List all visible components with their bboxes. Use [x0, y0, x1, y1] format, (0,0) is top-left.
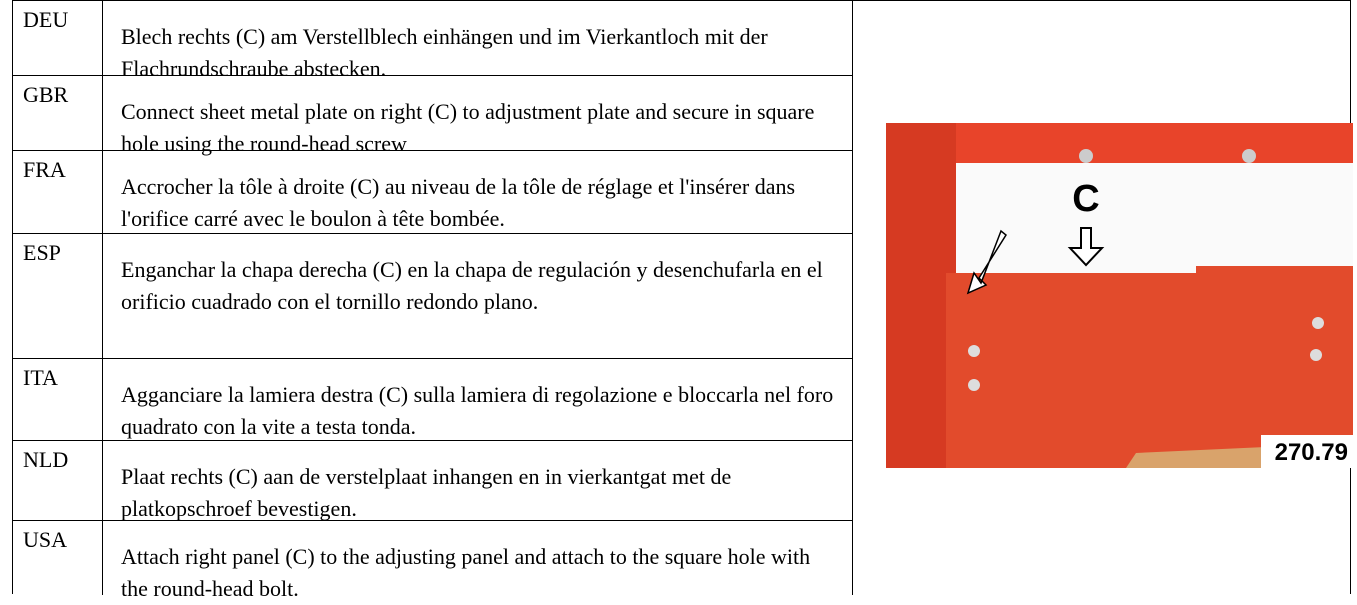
language-code: ESP [13, 234, 103, 358]
row: USA Attach right panel (C) to the adjusti… [13, 521, 852, 601]
row: DEU Blech rechts (C) am Verstellblech ein… [13, 1, 852, 81]
callout: C [1072, 178, 1099, 220]
bolt [968, 345, 980, 357]
bolt [1310, 349, 1322, 361]
row: FRA Accrocher la tôle à droite (C) au niv… [13, 151, 852, 234]
photo: C 270.79 [886, 123, 1353, 468]
row: NLD Plaat rechts (C) aan de verstelplaat … [13, 441, 852, 521]
bolt [968, 379, 980, 391]
bolt [1079, 149, 1093, 163]
arrow [1067, 227, 1105, 267]
bolt [1312, 317, 1324, 329]
instruction: Agganciare la lamiera destra (C) sulla l… [121, 382, 834, 439]
row: GBR Connect sheet metal plate on right (C… [13, 76, 852, 156]
top-rail [946, 123, 1353, 163]
instruction: Connect sheet metal plate on right (C) t… [121, 99, 815, 156]
side [886, 123, 956, 468]
language-code: NLD [13, 441, 103, 520]
instruction: Accrocher la tôle à droite (C) au niveau… [121, 174, 796, 231]
instruction: Plaat rechts (C) aan de verstelplaat inh… [121, 464, 732, 521]
language-code: USA [13, 521, 103, 595]
instruction: Blech rechts (C) am Verstellblech einhän… [121, 24, 768, 81]
gap [956, 163, 1353, 273]
language-code: FRA [13, 151, 103, 233]
page: DEU Blech rechts (C) am Verstellblech ein… [12, 0, 1353, 601]
table: DEU Blech rechts (C) am Verstellblech ein… [13, 1, 853, 601]
language-code: DEU [13, 1, 103, 75]
language-code: GBR [13, 76, 103, 150]
arrow [966, 229, 1007, 295]
instruction: Attach right panel (C) to the adjusting … [121, 544, 811, 601]
bolt [1242, 149, 1256, 163]
language-code: ITA [13, 359, 103, 440]
caption-box [1261, 435, 1353, 468]
row: ESP Enganchar la chapa derecha (C) en la … [13, 234, 852, 359]
instruction: Enganchar la chapa derecha (C) en la cha… [121, 257, 823, 314]
caption: 270.79 [1275, 439, 1348, 466]
row: ITA Agganciare la lamiera destra (C) sull… [13, 359, 852, 441]
plate [946, 266, 1353, 468]
